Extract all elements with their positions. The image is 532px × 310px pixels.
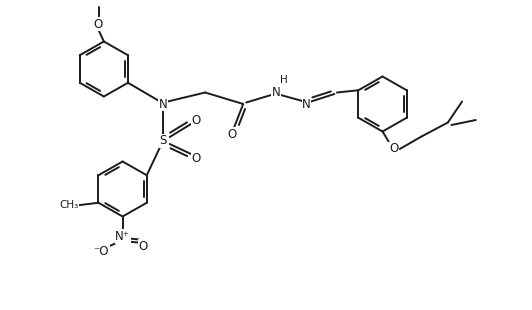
Text: N: N	[159, 98, 168, 110]
Text: O: O	[227, 128, 237, 141]
Text: N: N	[302, 98, 311, 110]
Text: S: S	[160, 135, 167, 148]
Text: O: O	[389, 143, 398, 156]
Text: CH₃: CH₃	[60, 200, 79, 210]
Text: O: O	[138, 240, 147, 253]
Text: O: O	[93, 17, 103, 30]
Text: ⁻O: ⁻O	[94, 245, 109, 258]
Text: N: N	[272, 86, 280, 99]
Text: O: O	[192, 152, 201, 165]
Text: N⁺: N⁺	[115, 230, 130, 243]
Text: H: H	[280, 75, 288, 85]
Text: O: O	[192, 113, 201, 126]
